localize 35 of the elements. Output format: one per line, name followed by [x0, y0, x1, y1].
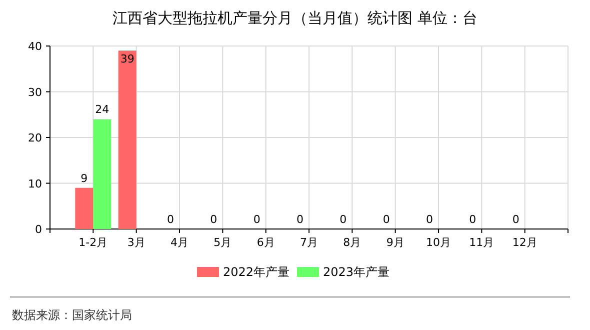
- legend-label: 2023年产量: [323, 265, 390, 279]
- bar: [118, 50, 136, 229]
- y-tick-label: 20: [28, 132, 42, 144]
- data-label: 0: [426, 213, 433, 226]
- y-tick-label: 40: [28, 40, 42, 53]
- bar: [75, 188, 94, 229]
- x-tick-label: 9月: [386, 236, 404, 249]
- x-tick-label: 8月: [343, 236, 362, 249]
- data-label: 0: [167, 213, 174, 226]
- data-label: 0: [340, 213, 347, 226]
- data-label: 0: [512, 213, 520, 226]
- x-tick-label: 4月: [170, 236, 188, 249]
- x-tick-label: 12月: [512, 236, 538, 249]
- y-tick-label: 10: [28, 177, 42, 190]
- data-label: 24: [95, 103, 110, 116]
- x-tick-label: 6月: [256, 236, 275, 249]
- data-label: 0: [382, 213, 390, 226]
- bar: [93, 119, 112, 229]
- data-label: 0: [469, 213, 476, 226]
- x-tick-label: 3月: [127, 236, 146, 249]
- y-tick-label: 30: [28, 86, 42, 99]
- x-tick-label: 5月: [214, 236, 232, 249]
- x-tick-label: 7月: [300, 236, 318, 249]
- legend-label: 2022年产量: [223, 265, 290, 279]
- data-label: 9: [80, 172, 88, 185]
- data-label: 0: [210, 213, 218, 226]
- data-label: 0: [253, 213, 260, 226]
- data-label: 0: [296, 213, 304, 226]
- x-tick-label: 11月: [469, 236, 494, 249]
- chart-title: 江西省大型拖拉机产量分月（当月值）统计图 单位：台: [112, 9, 478, 27]
- x-tick-label: 10月: [426, 236, 451, 249]
- data-label: 39: [120, 52, 134, 66]
- y-tick-label: 0: [35, 223, 42, 236]
- source-note: 数据来源：国家统计局: [12, 308, 132, 322]
- x-tick-label: 1-2月: [78, 236, 108, 249]
